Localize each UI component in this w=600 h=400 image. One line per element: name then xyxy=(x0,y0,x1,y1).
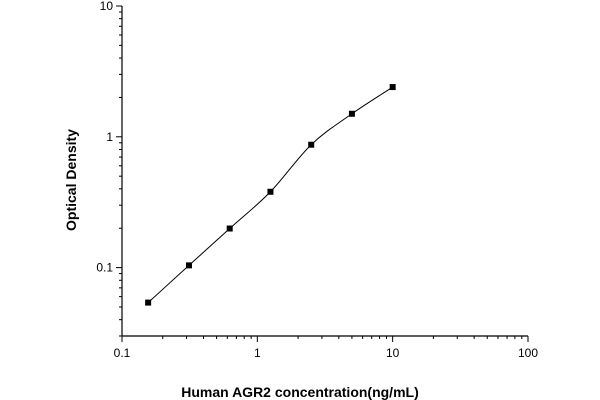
data-point xyxy=(145,299,152,306)
fit-curve xyxy=(147,86,393,303)
axes xyxy=(116,5,529,342)
fit-curve-layer xyxy=(147,86,393,303)
data-point xyxy=(308,141,315,148)
data-point xyxy=(348,110,355,117)
x-tick-label: 10 xyxy=(386,346,400,360)
y-axis-title: Optical Density xyxy=(63,129,79,231)
data-points xyxy=(145,84,396,306)
data-point xyxy=(185,262,192,269)
data-point xyxy=(226,225,233,232)
y-tick-label: 10 xyxy=(100,0,114,13)
data-point xyxy=(389,84,396,91)
y-tick-label: 1 xyxy=(106,130,113,144)
x-tick-label: 1 xyxy=(254,346,261,360)
x-axis-title: Human AGR2 concentration(ng/mL) xyxy=(181,384,419,400)
tick-labels: 0.1 1 10 100 0.1 1 10 xyxy=(96,0,538,360)
y-tick-label: 0.1 xyxy=(96,261,113,275)
x-tick-label: 0.1 xyxy=(114,346,131,360)
x-tick-label: 100 xyxy=(518,346,538,360)
data-point xyxy=(267,188,274,195)
